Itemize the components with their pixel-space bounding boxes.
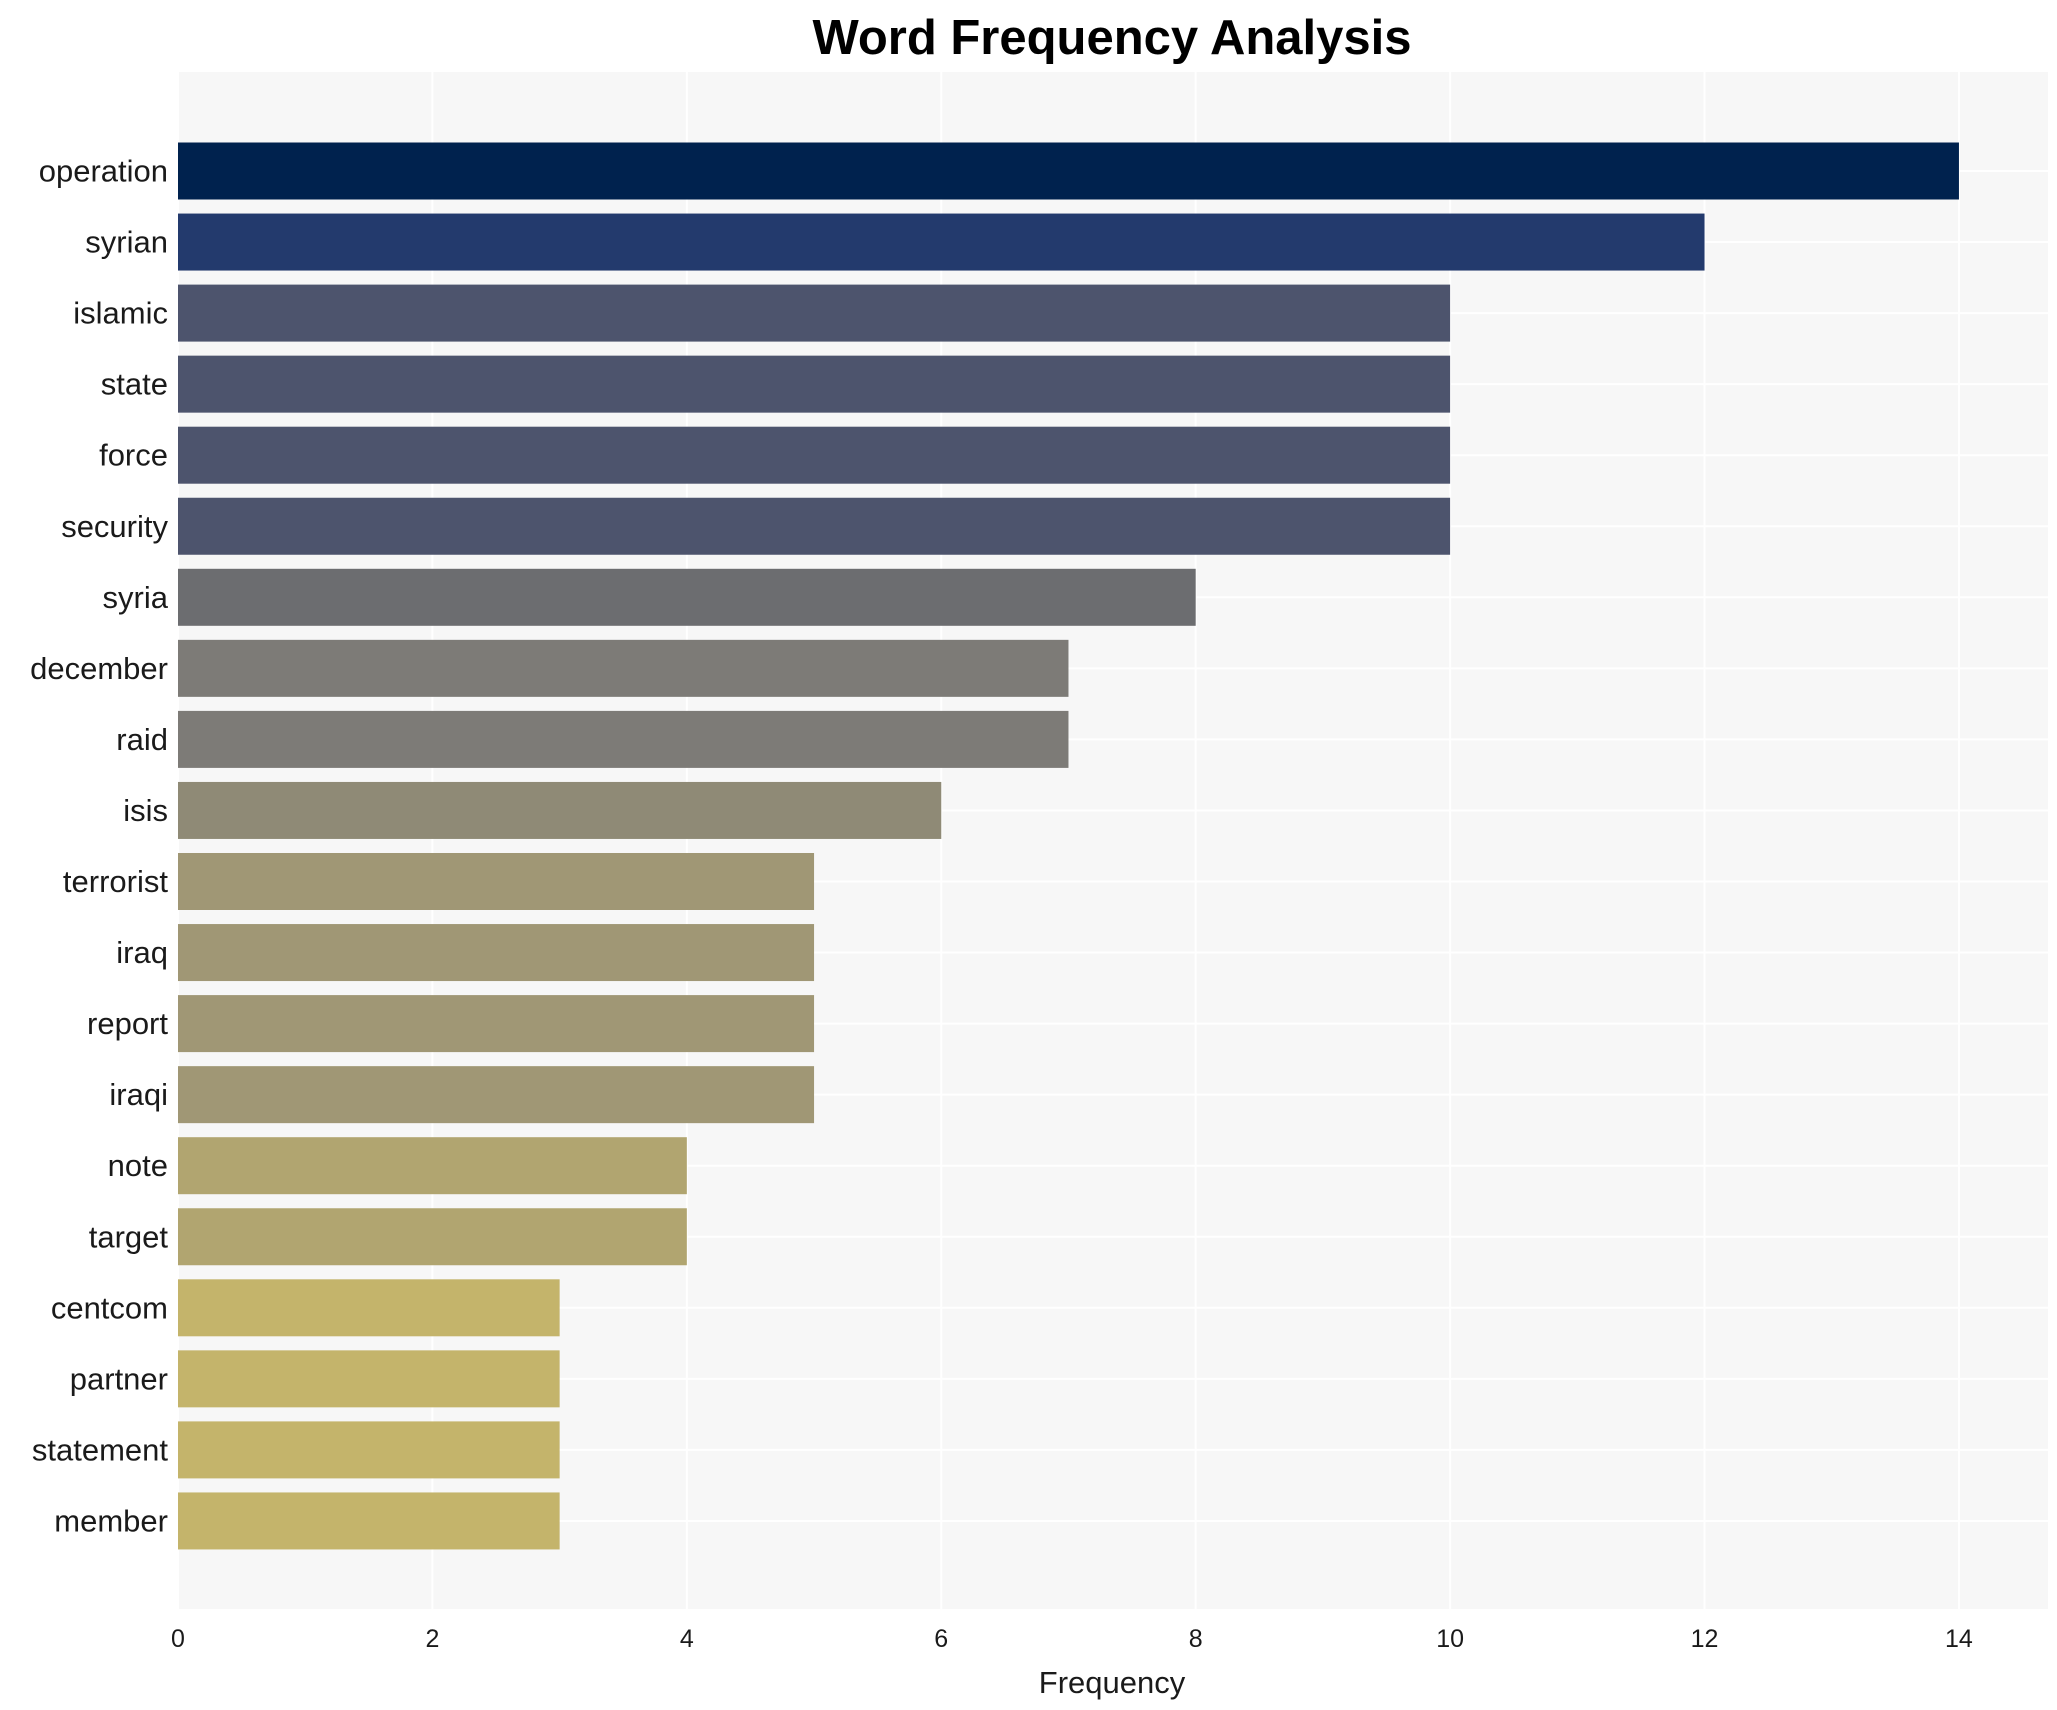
y-tick-label-raid: raid bbox=[116, 722, 168, 757]
x-tick-label-10: 10 bbox=[1436, 1625, 1464, 1653]
y-tick-label-iraqi: iraqi bbox=[109, 1077, 168, 1112]
bar-centcom bbox=[178, 1279, 560, 1337]
y-tick-label-force: force bbox=[99, 438, 168, 473]
y-tick-label-terrorist: terrorist bbox=[63, 864, 168, 899]
bar-report bbox=[178, 995, 815, 1053]
bar-terrorist bbox=[178, 853, 815, 910]
y-axis-labels: operation syrian islamic state force security… bbox=[30, 154, 169, 1539]
y-tick-label-security: security bbox=[61, 509, 168, 544]
y-tick-label-report: report bbox=[87, 1006, 168, 1041]
y-tick-label-syrian: syrian bbox=[85, 225, 168, 260]
y-tick-label-isis: isis bbox=[123, 793, 168, 828]
bar-december bbox=[178, 639, 1069, 697]
bar-note bbox=[178, 1137, 687, 1195]
y-tick-label-member: member bbox=[54, 1503, 168, 1538]
x-tick-label-12: 12 bbox=[1691, 1625, 1719, 1653]
bar-raid bbox=[178, 710, 1069, 768]
x-tick-label-0: 0 bbox=[171, 1625, 185, 1653]
x-tick-label-8: 8 bbox=[1189, 1625, 1203, 1653]
bars bbox=[178, 142, 1959, 1550]
bar-state bbox=[178, 355, 1451, 413]
y-tick-label-target: target bbox=[89, 1219, 169, 1254]
bar-statement bbox=[178, 1421, 560, 1479]
y-tick-label-partner: partner bbox=[70, 1361, 168, 1396]
x-tick-label-6: 6 bbox=[934, 1625, 948, 1653]
bar-partner bbox=[178, 1350, 560, 1408]
bar-security bbox=[178, 497, 1451, 555]
bar-member bbox=[178, 1492, 560, 1550]
bar-iraq bbox=[178, 924, 815, 982]
x-tick-label-2: 2 bbox=[425, 1625, 439, 1653]
x-axis-ticks: 0 2 4 6 8 10 12 14 bbox=[171, 1625, 1973, 1653]
bar-operation bbox=[178, 142, 1959, 200]
y-tick-label-state: state bbox=[101, 367, 168, 402]
y-tick-label-operation: operation bbox=[39, 154, 168, 189]
y-tick-label-syria: syria bbox=[103, 580, 169, 615]
bar-islamic bbox=[178, 284, 1451, 342]
bar-force bbox=[178, 426, 1451, 484]
chart-title: Word Frequency Analysis bbox=[812, 11, 1411, 65]
y-tick-label-statement: statement bbox=[32, 1432, 169, 1467]
x-tick-label-4: 4 bbox=[680, 1625, 694, 1653]
bar-target bbox=[178, 1208, 687, 1266]
x-axis-title: Frequency bbox=[1039, 1665, 1186, 1700]
x-tick-label-14: 14 bbox=[1945, 1625, 1973, 1653]
bar-iraqi bbox=[178, 1066, 815, 1124]
y-tick-label-islamic: islamic bbox=[73, 296, 168, 331]
y-tick-label-note: note bbox=[108, 1148, 168, 1183]
bar-syrian bbox=[178, 213, 1705, 271]
bar-syria bbox=[178, 568, 1196, 626]
y-tick-label-centcom: centcom bbox=[51, 1290, 168, 1325]
bar-isis bbox=[178, 781, 942, 839]
y-tick-label-iraq: iraq bbox=[116, 935, 168, 970]
y-tick-label-december: december bbox=[30, 651, 168, 686]
